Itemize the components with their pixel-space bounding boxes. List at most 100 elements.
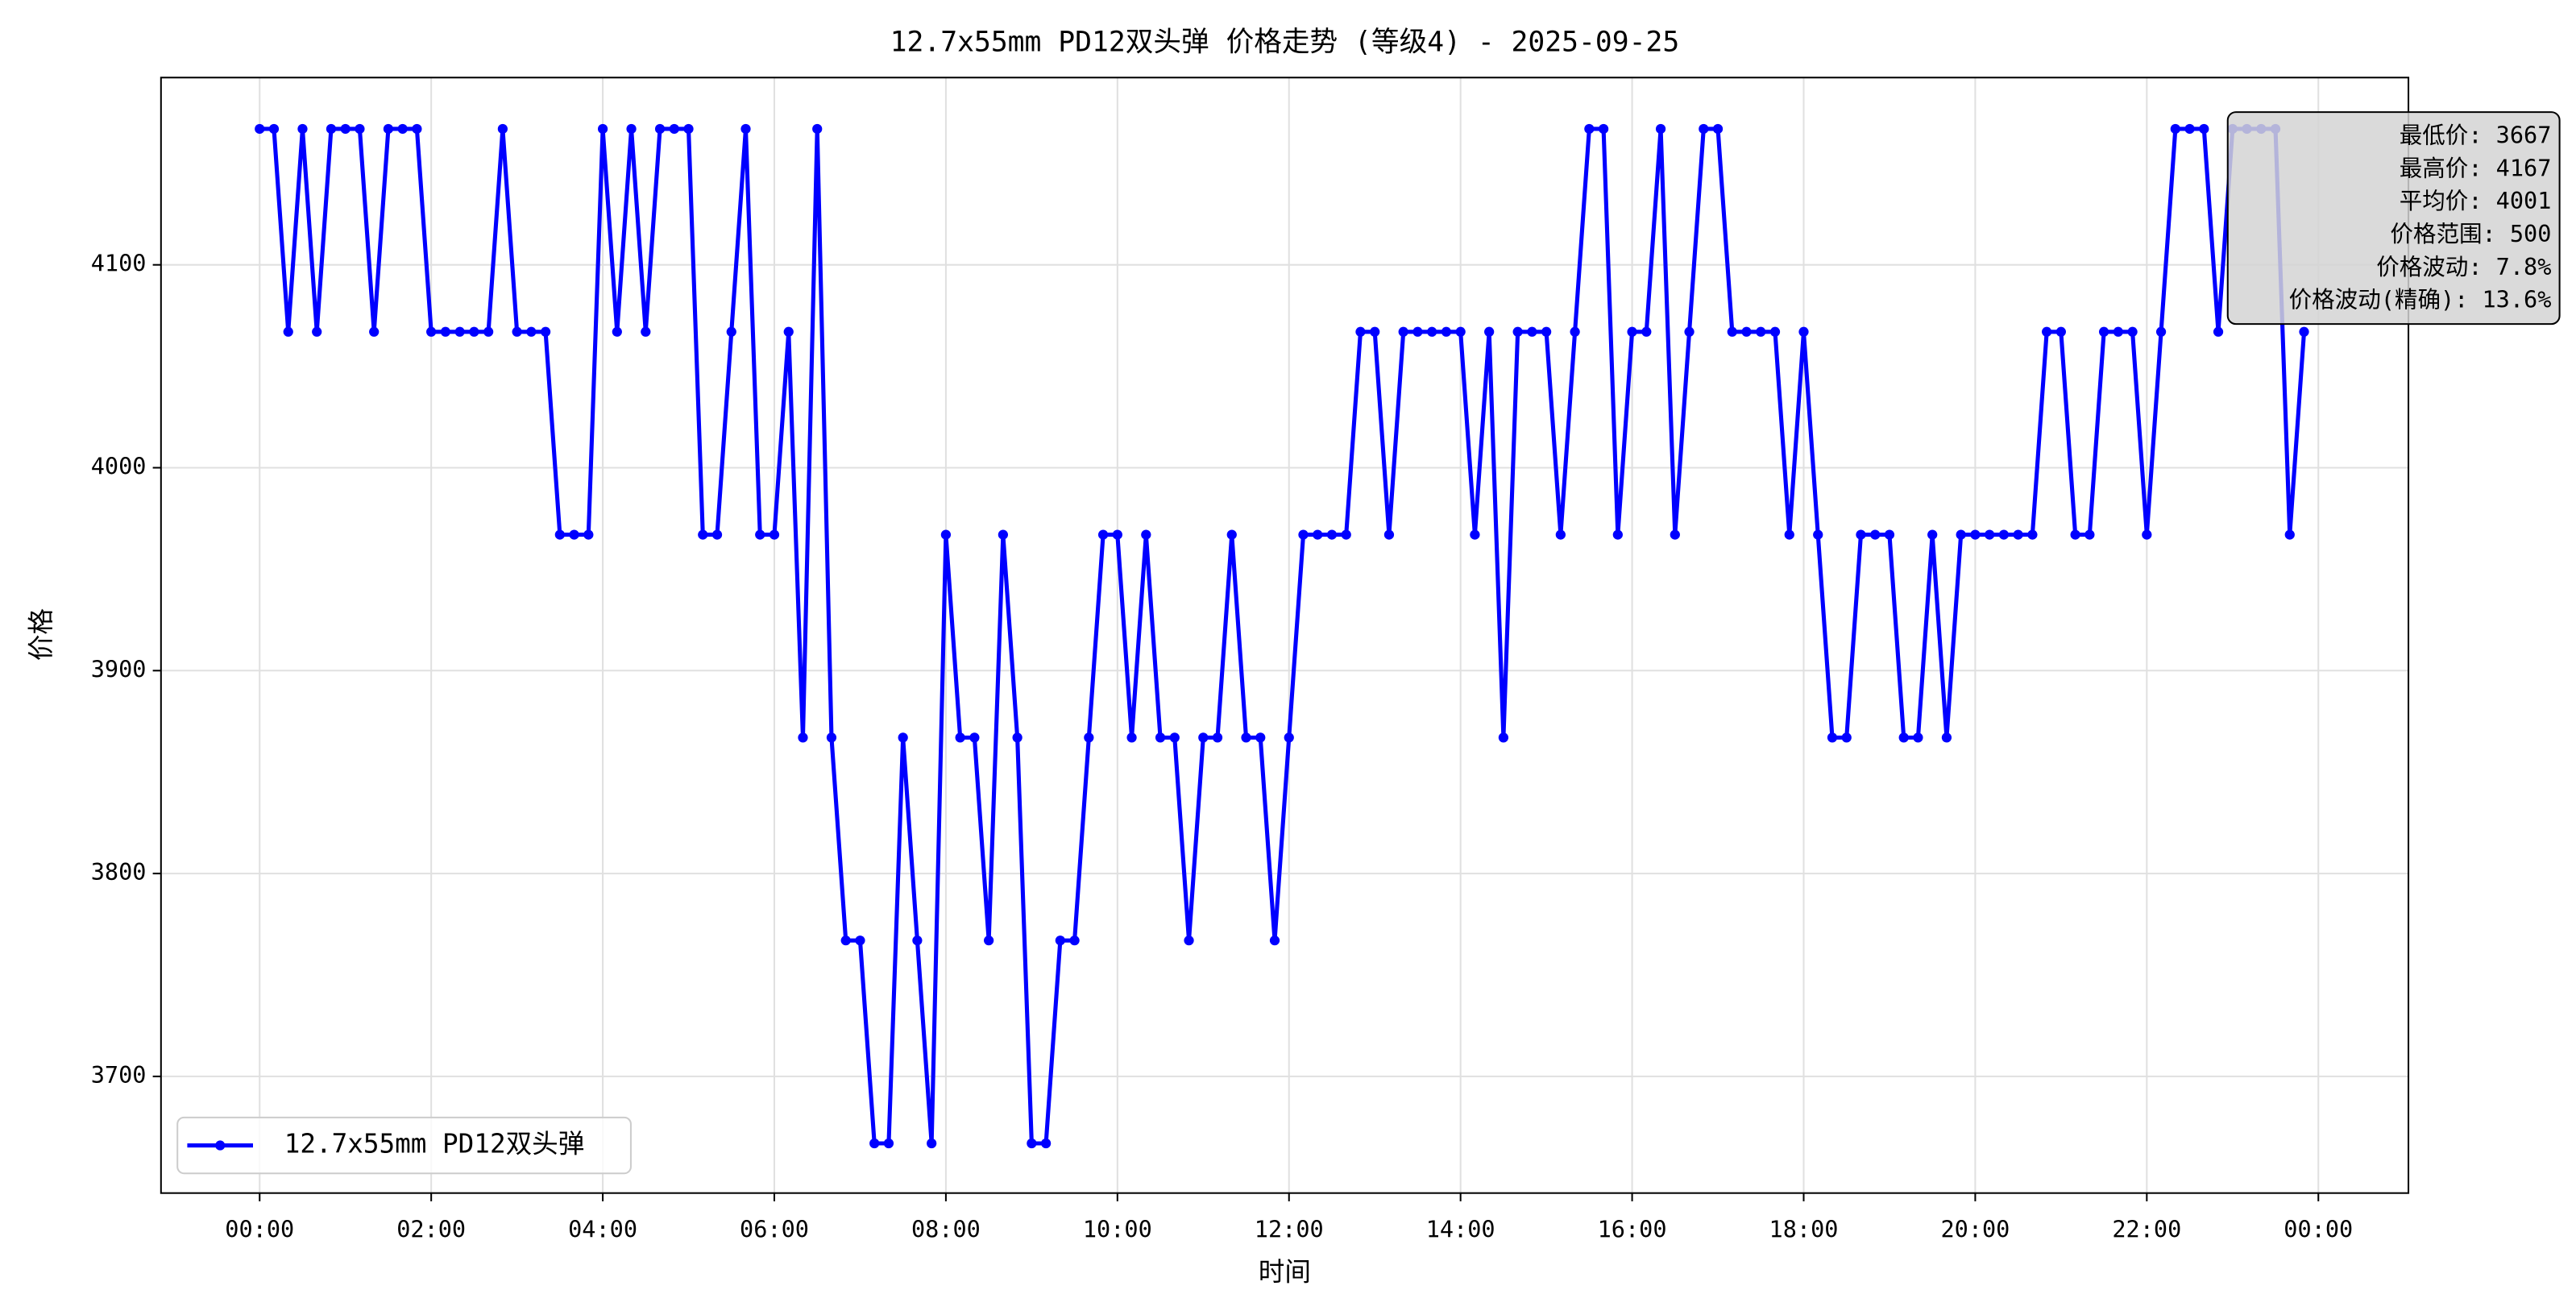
- data-point: [1383, 529, 1395, 540]
- data-point: [1956, 529, 1966, 540]
- data-point: [283, 326, 293, 337]
- data-point: [483, 326, 494, 337]
- data-point: [740, 123, 751, 135]
- chart-title: 12.7x55mm PD12双头弹 价格走势 (等级4) - 2025-09-2…: [890, 26, 1680, 58]
- data-point: [255, 123, 265, 135]
- data-point: [1827, 732, 1838, 743]
- data-point: [1913, 732, 1923, 743]
- data-point: [1970, 529, 1981, 540]
- data-point: [783, 326, 794, 337]
- data-point: [2299, 326, 2309, 337]
- data-point: [526, 326, 537, 337]
- data-point: [1141, 529, 1151, 540]
- data-point: [755, 529, 765, 540]
- data-point: [1112, 529, 1122, 540]
- data-point: [840, 935, 851, 946]
- data-point: [1798, 326, 1809, 337]
- data-point: [998, 529, 1008, 540]
- axes-frame: [160, 77, 2410, 1194]
- data-point: [1670, 529, 1680, 540]
- data-point: [412, 123, 422, 135]
- data-point: [1169, 732, 1180, 743]
- x-tick-label: 08:00: [911, 1217, 981, 1243]
- data-point: [2055, 326, 2066, 337]
- legend-marker: [215, 1140, 226, 1151]
- data-point: [583, 529, 594, 540]
- data-point: [2042, 326, 2052, 337]
- data-point: [1126, 732, 1137, 743]
- x-tick-label: 20:00: [1940, 1217, 2010, 1243]
- stats-box: 最低价: 3667 最高价: 4167 平均价: 4001 价格范围: 500 价格波动…: [2226, 111, 2561, 326]
- data-point: [1655, 123, 1666, 135]
- data-point: [2070, 529, 2080, 540]
- data-point: [1284, 732, 1294, 743]
- legend-label: 12.7x55mm PD12双头弹: [284, 1129, 585, 1159]
- data-point: [1784, 529, 1794, 540]
- data-point: [326, 123, 337, 135]
- data-point: [940, 529, 952, 540]
- data-point: [1255, 732, 1266, 743]
- data-point: [312, 326, 322, 337]
- data-point: [1570, 326, 1580, 337]
- data-point: [1712, 123, 1724, 135]
- y-tick-label: 3700: [91, 1062, 147, 1089]
- x-axis-label: 时间: [1259, 1257, 1311, 1288]
- data-point: [554, 529, 565, 540]
- data-point: [1455, 326, 1466, 337]
- data-point: [440, 326, 451, 337]
- data-point: [955, 732, 965, 743]
- x-tick-label: 10:00: [1083, 1217, 1152, 1243]
- x-tick-label: 06:00: [740, 1217, 809, 1243]
- data-point: [798, 732, 808, 743]
- data-point: [1684, 326, 1695, 337]
- data-point: [1069, 935, 1080, 946]
- data-point: [1541, 326, 1552, 337]
- data-point: [1985, 529, 1995, 540]
- legend: 12.7x55mm PD12双头弹: [176, 1116, 632, 1175]
- data-point: [1841, 732, 1852, 743]
- data-point: [2184, 123, 2195, 135]
- y-tick-label: 4100: [91, 251, 147, 277]
- data-point: [969, 732, 980, 743]
- data-point: [1441, 326, 1452, 337]
- data-point: [1998, 529, 2010, 540]
- stats-line: 平均价: 4001: [2400, 188, 2552, 214]
- data-point: [826, 732, 837, 743]
- data-point: [711, 529, 723, 540]
- data-point: [2170, 123, 2180, 135]
- data-point: [569, 529, 579, 540]
- data-point: [1641, 326, 1652, 337]
- data-point: [497, 123, 508, 135]
- data-point: [2155, 326, 2167, 337]
- data-point: [726, 326, 736, 337]
- data-point: [698, 529, 708, 540]
- data-point: [383, 123, 394, 135]
- data-point: [469, 326, 479, 337]
- data-point: [2098, 326, 2109, 337]
- data-point: [340, 123, 351, 135]
- data-point: [355, 123, 365, 135]
- x-tick-label: 04:00: [568, 1217, 637, 1243]
- data-point: [869, 1138, 880, 1149]
- data-point: [1898, 732, 1909, 743]
- y-axis-label: 价格: [26, 608, 56, 661]
- data-point: [2284, 529, 2295, 540]
- data-point: [1341, 529, 1351, 540]
- x-tick-label: 12:00: [1255, 1217, 1324, 1243]
- data-point: [2027, 529, 2038, 540]
- data-point: [1184, 935, 1194, 946]
- stats-line: 价格波动(精确): 13.6%: [2289, 287, 2552, 313]
- y-tick-label: 3800: [91, 859, 147, 886]
- data-point: [1555, 529, 1566, 540]
- data-point: [1769, 326, 1781, 337]
- data-point: [2113, 326, 2123, 337]
- data-point: [2142, 529, 2152, 540]
- data-point: [1298, 529, 1309, 540]
- data-point: [1313, 529, 1323, 540]
- data-point: [1212, 732, 1223, 743]
- data-point: [1470, 529, 1480, 540]
- data-point: [769, 529, 780, 540]
- data-point: [1398, 326, 1408, 337]
- data-point: [1484, 326, 1495, 337]
- y-tick-label: 4000: [91, 453, 147, 479]
